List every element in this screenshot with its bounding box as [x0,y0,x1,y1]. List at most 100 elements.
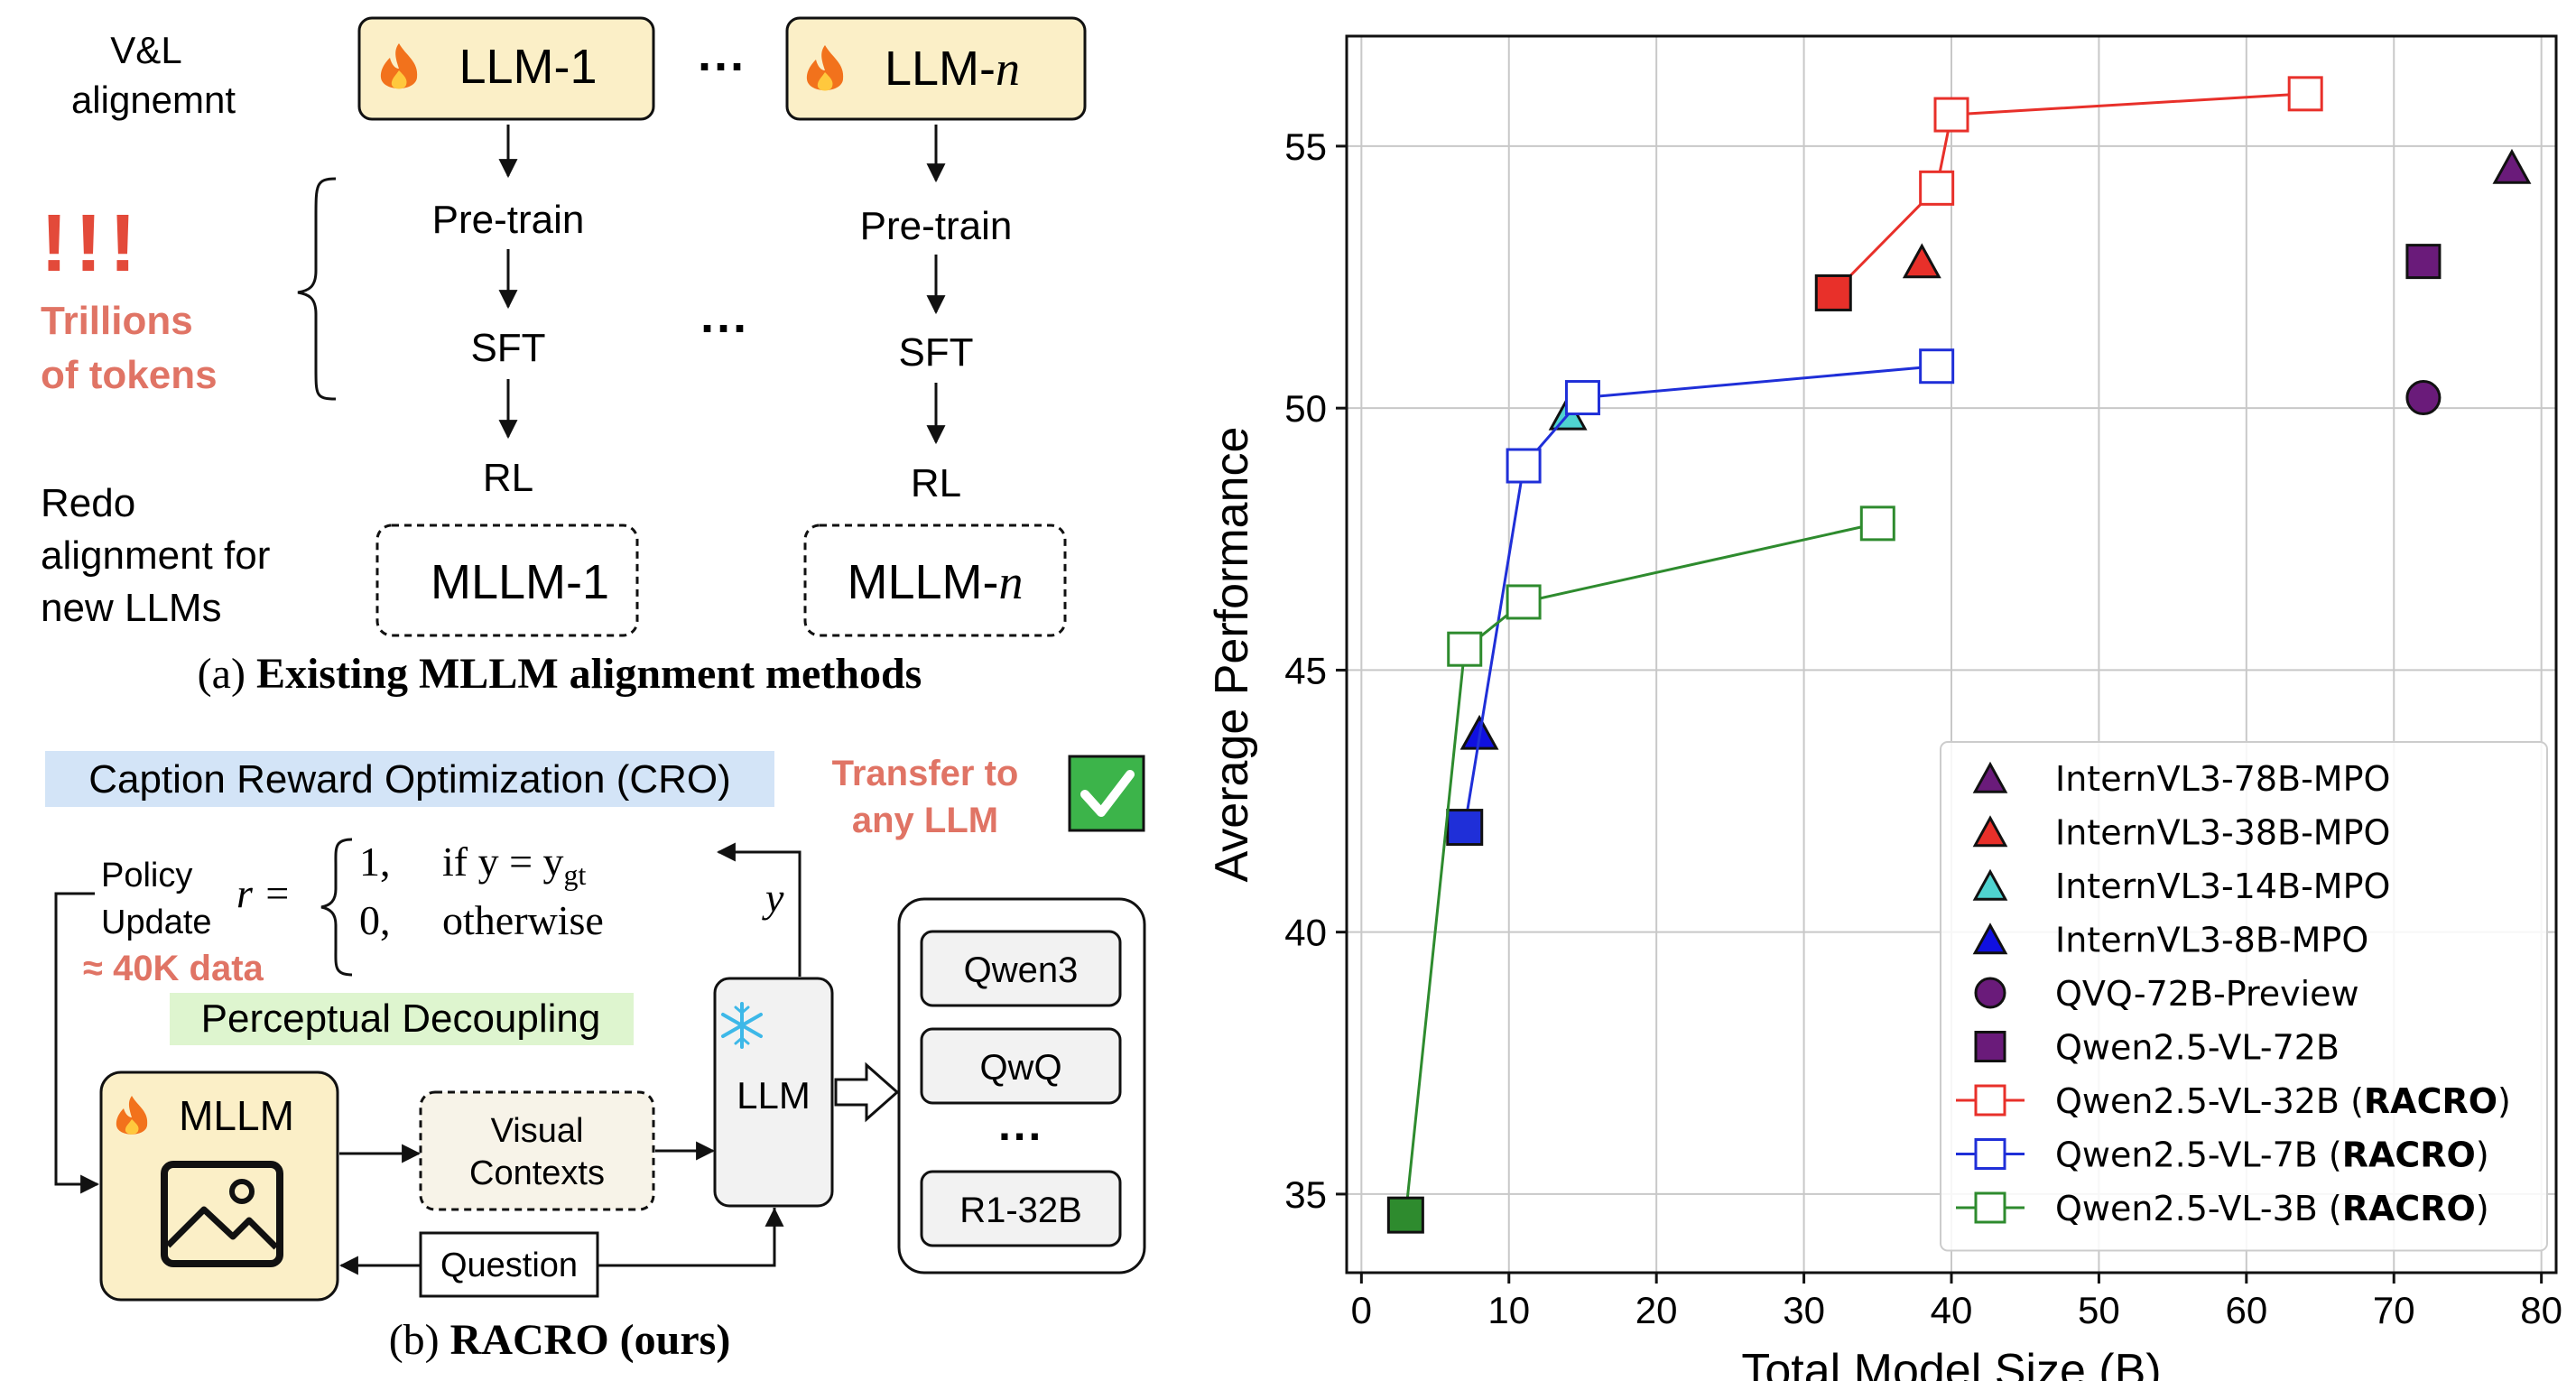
series-qwen2.5-vl-3b [1386,505,1895,1234]
data-point [1506,584,1542,620]
legend-label: Qwen2.5-VL-32B (RACRO) [2055,1081,2511,1121]
data-point-base [1446,809,1484,847]
series-qwen2.5-vl-7b [1446,348,1955,847]
legend-marker [1974,1084,2006,1117]
mllm-1-box [375,524,639,637]
axis-ticks: 0 10 20 30 40 50 60 70 80 35 40 45 50 55 [1284,125,2562,1331]
legend-label: InternVL3-38B-MPO [2055,813,2390,853]
legend-label: Qwen2.5-VL-72B [2055,1028,2340,1068]
reward-r: r = [236,870,291,916]
legend-marker [1974,1031,2006,1062]
legend-label: InternVL3-14B-MPO [2055,867,2390,906]
legend-marker [1974,1138,2006,1170]
cro-highlight [45,751,774,807]
legend-item: InternVL3-14B-MPO [1972,867,2390,906]
series-line [1404,522,1878,1216]
mllm-1-label: MLLM-1 [431,555,609,609]
redo-label-1: Redo [41,481,135,525]
visual-label-2: Contexts [469,1154,605,1192]
formula-brace [320,838,353,977]
series [1386,76,2532,1234]
rl-label-1: RL [483,456,533,500]
vl-alignment-label-1: V&L [110,29,181,71]
legend-marker [1972,922,2008,955]
question-box [419,1231,599,1298]
redo-label-2: alignment for [41,533,270,578]
y-tick-label: 35 [1284,1173,1327,1216]
data-point [1919,348,1955,385]
sft-label-1: SFT [470,326,545,370]
y-tick-label: 40 [1284,912,1327,954]
output-arrow [716,842,802,977]
data-point [2405,244,2442,280]
data-point-base [1386,1196,1424,1234]
series-qvq-72b-preview [2405,380,2442,416]
data-point [2287,76,2323,112]
legend-marker [1974,1191,2006,1224]
model-option-qwen3 [920,930,1122,1007]
data-point [2492,148,2532,184]
mllm-n-label: MLLM-n [847,555,1023,609]
legend-label: InternVL3-8B-MPO [2055,921,2368,960]
data-point [1859,505,1895,542]
performance-chart: 0 10 20 30 40 50 60 70 80 35 40 45 50 55 Total Model … [1206,34,2562,1381]
transfer-label-1: Transfer to [832,754,1019,793]
perceptual-highlight [170,993,634,1045]
x-tick-label: 60 [2225,1289,2267,1331]
trillions-label-2: of tokens [41,353,218,397]
image-icon [161,1161,283,1267]
case2-condition: otherwise [442,897,604,943]
snowflake-icon [721,1002,763,1049]
data-label: ≈ 40K data [83,949,264,988]
legend-item: QVQ-72B-Preview [1974,974,2359,1014]
check-icon [1068,755,1145,832]
sft-label-n: SFT [898,330,973,375]
frozen-llm-box [713,977,834,1208]
y-label: y [762,875,784,921]
x-axis-label: Total Model Size (B) [1741,1345,2161,1381]
legend: InternVL3-78B-MPO InternVL3-38B-MPO Intern… [1940,741,2548,1252]
legend-item: Qwen2.5-VL-7B (RACRO) [1956,1135,2489,1175]
fire-icon [116,1096,148,1135]
data-point [1506,448,1542,484]
legend-label: InternVL3-78B-MPO [2055,759,2390,799]
y-axis-label: Average Performance [1206,427,1258,883]
series-qwen2.5-vl-72b [2405,244,2442,280]
llm-n-label: LLM-n [885,42,1020,96]
models-ellipsis: ··· [998,1111,1043,1162]
x-tick-label: 10 [1487,1289,1530,1331]
x-tick-label: 30 [1783,1289,1825,1331]
vl-alignment-label-2: alignemnt [71,79,236,121]
mllm-n-box [803,524,1067,637]
question-line [598,1208,776,1267]
model-label-qwq: QwQ [979,1048,1061,1088]
mllm-label: MLLM [179,1092,294,1139]
x-tick-label: 70 [2373,1289,2415,1331]
series-line [1463,365,1937,828]
y-tick-label: 50 [1284,387,1327,430]
legend-item: Qwen2.5-VL-32B (RACRO) [1956,1081,2511,1121]
cro-title: Caption Reward Optimization (CRO) [88,757,731,802]
redo-label-3: new LLMs [41,586,222,630]
legend-item: InternVL3-38B-MPO [1972,813,2390,853]
case1-condition: if y = ygt [442,839,587,891]
data-point [1933,97,1969,133]
question-label: Question [440,1247,578,1284]
policy-label-2: Update [101,904,212,941]
stage-ellipsis: ··· [700,301,749,356]
pretrain-label-n: Pre-train [860,204,1013,248]
legend-label: QVQ-72B-Preview [2055,974,2359,1014]
model-option-qwq [920,1027,1122,1105]
legend-item: InternVL3-78B-MPO [1972,759,2390,799]
model-option-r1-32b [920,1170,1122,1247]
series-internvl3-78b-mpo [2492,148,2532,184]
alignment-diagram: V&L alignemnt LLM-1 ··· LLM-n !!! Trilli… [41,16,1146,1364]
x-tick-label: 40 [1931,1289,1973,1331]
series-line [1832,92,2306,294]
data-point [1447,631,1483,667]
trillions-label-1: Trillions [41,299,193,343]
llm-ellipsis: ··· [698,40,746,94]
fire-icon [380,43,418,89]
brace [297,177,337,401]
model-label-r1-32b: R1-32B [959,1191,1082,1230]
